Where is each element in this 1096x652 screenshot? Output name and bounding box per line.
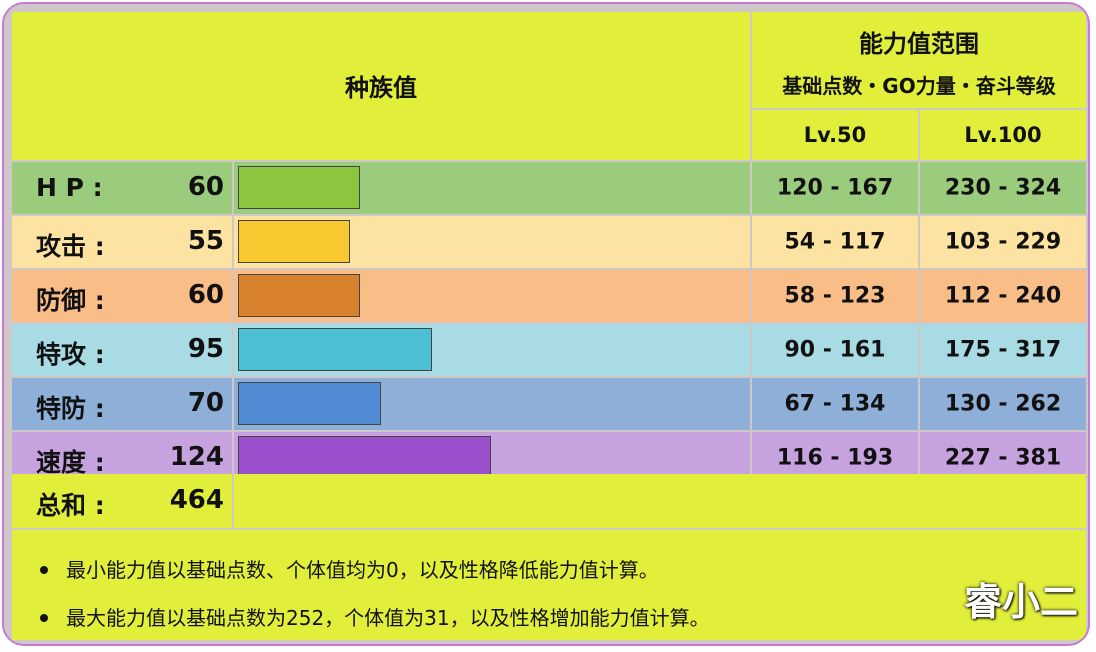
total-empty-cell (234, 474, 1086, 528)
base-stats-header: 种族值 (12, 12, 750, 160)
total-label-cell: 总和 : 464 (12, 474, 232, 528)
total-value: 464 (169, 485, 224, 515)
lv50-range-cell: 120 - 167 (752, 162, 918, 214)
stat-value: 60 (187, 280, 224, 310)
lv100-range-cell: 103 - 229 (920, 216, 1086, 268)
lv100-range: 112 - 240 (944, 283, 1062, 309)
stat-bar-cell (234, 324, 750, 376)
note-min-text: 最小能力值以基础点数、个体值均为0，以及性格降低能力值计算。 (66, 558, 659, 582)
lv100-range: 130 - 262 (944, 391, 1062, 417)
stat-value: 55 (187, 226, 224, 256)
stat-bar-cell (234, 270, 750, 322)
lv50-range-cell: 67 - 134 (752, 378, 918, 430)
stat-label-cell: H P : 60 (12, 162, 232, 214)
stat-bar (238, 328, 432, 371)
stat-name: H P : (36, 173, 103, 202)
lv50-range-cell: 54 - 117 (752, 216, 918, 268)
stat-bar (238, 274, 360, 317)
lv50-range: 54 - 117 (784, 229, 886, 255)
stat-range-header: 能力值范围 基础点数・GO力量・奋斗等级 (752, 12, 1086, 108)
lv100-range: 103 - 229 (944, 229, 1062, 255)
stat-name: 特攻 : (36, 340, 105, 369)
lv50-header: Lv.50 (752, 110, 918, 160)
stat-name: 防御 : (36, 286, 105, 315)
stat-bar-cell (234, 378, 750, 430)
lv100-range-cell: 175 - 317 (920, 324, 1086, 376)
total-label: 总和 : (36, 491, 105, 520)
lv50-range-cell: 58 - 123 (752, 270, 918, 322)
stat-name: 攻击 : (36, 232, 105, 261)
lv100-header: Lv.100 (920, 110, 1086, 160)
stat-bar-cell (234, 162, 750, 214)
lv50-range: 58 - 123 (784, 283, 886, 309)
lv100-range-cell: 130 - 262 (920, 378, 1086, 430)
stat-label-cell: 防御 : 60 (12, 270, 232, 322)
lv100-range-cell: 230 - 324 (920, 162, 1086, 214)
bullet-icon (40, 565, 48, 574)
stat-value: 60 (187, 172, 224, 202)
stat-bar (238, 166, 360, 209)
note-max: 最大能力值以基础点数为252，个体值为31，以及性格增加能力值计算。 (40, 602, 710, 631)
stat-value: 70 (187, 388, 224, 418)
stat-name: 速度 : (36, 448, 105, 477)
stat-bar-cell (234, 216, 750, 268)
watermark: 睿小二 (963, 580, 1078, 624)
lv100-range: 230 - 324 (944, 175, 1062, 201)
lv100-range-cell: 112 - 240 (920, 270, 1086, 322)
lv50-range: 67 - 134 (784, 391, 886, 417)
stat-value: 95 (187, 334, 224, 364)
bullet-icon (40, 613, 48, 622)
stat-bar (238, 436, 491, 479)
lv100-label: Lv.100 (964, 123, 1042, 147)
stat-bar (238, 382, 381, 425)
lv50-range-cell: 90 - 161 (752, 324, 918, 376)
lv50-range: 120 - 167 (776, 175, 894, 201)
lv100-range: 227 - 381 (944, 445, 1062, 471)
stat-label-cell: 攻击 : 55 (12, 216, 232, 268)
stat-bar (238, 220, 350, 263)
stat-range-subtitle: 基础点数・GO力量・奋斗等级 (782, 74, 1056, 98)
lv50-range: 116 - 193 (776, 445, 894, 471)
stat-value: 124 (169, 442, 224, 472)
notes-panel: 最小能力值以基础点数、个体值均为0，以及性格降低能力值计算。 最大能力值以基础点… (12, 530, 1086, 640)
stat-name: 特防 : (36, 394, 105, 423)
lv50-label: Lv.50 (803, 123, 867, 147)
stat-label-cell: 特攻 : 95 (12, 324, 232, 376)
base-stats-title: 种族值 (345, 74, 417, 102)
lv100-range: 175 - 317 (944, 337, 1062, 363)
lv50-range: 90 - 161 (784, 337, 886, 363)
note-max-text: 最大能力值以基础点数为252，个体值为31，以及性格增加能力值计算。 (66, 606, 710, 630)
stat-label-cell: 特防 : 70 (12, 378, 232, 430)
stat-range-title: 能力值范围 (859, 30, 979, 58)
note-min: 最小能力值以基础点数、个体值均为0，以及性格降低能力值计算。 (40, 554, 659, 583)
